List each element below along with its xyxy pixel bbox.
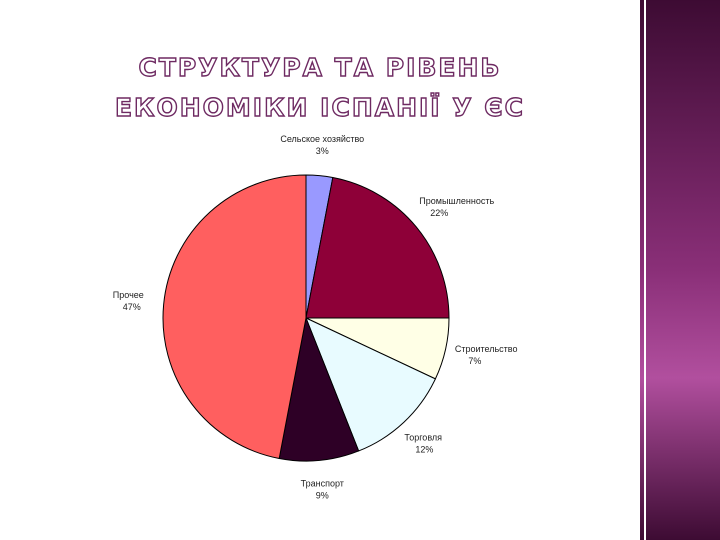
chart: Сельское хозяйство 3% Промышленность 22% Стр… xyxy=(113,134,518,501)
slice-value-label: 12% xyxy=(415,444,433,454)
pie-slice xyxy=(305,317,437,452)
pie-slice xyxy=(305,176,450,319)
side-divider xyxy=(644,0,646,540)
slice-label: Транспорт xyxy=(301,479,344,489)
slice-value-label: 7% xyxy=(468,356,481,366)
slice-value-label: 3% xyxy=(316,146,329,156)
slice-label: Прочее xyxy=(113,290,144,300)
pie-slice xyxy=(278,316,360,462)
side-panel xyxy=(640,0,720,540)
slice-value-label: 22% xyxy=(430,208,448,218)
slide-title: СТРУКТУРА ТА РІВЕНЬ ЕКОНОМІКИ ІСПАНІЇ У … xyxy=(114,52,525,122)
slice-label: Торговля xyxy=(404,432,442,442)
slice-label: Строительство xyxy=(455,344,518,354)
slice-label: Промышленность xyxy=(419,196,494,206)
pie-slice xyxy=(162,174,307,460)
slice-value-label: 9% xyxy=(316,491,329,501)
slice-value-label: 47% xyxy=(123,302,141,312)
slice-label: Сельское хозяйство xyxy=(280,134,364,144)
